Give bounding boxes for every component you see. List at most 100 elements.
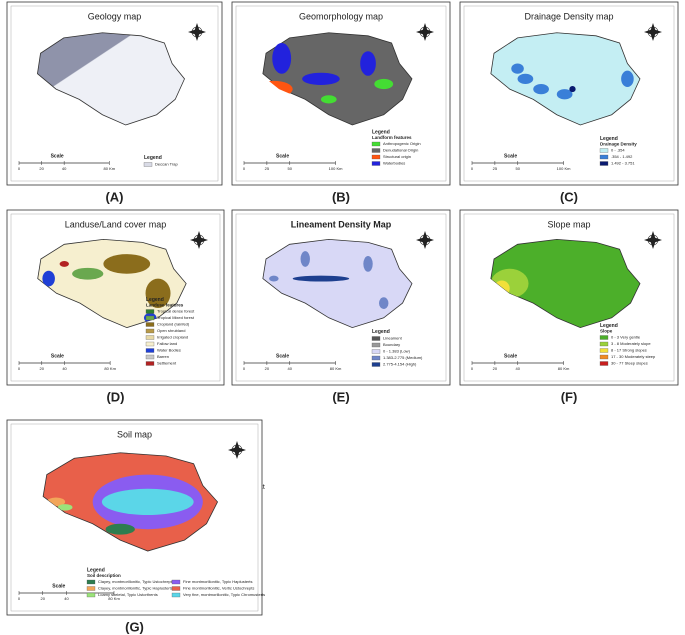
panel-inner-frame (463, 5, 675, 182)
map-feature (379, 297, 389, 309)
map-features (269, 251, 389, 309)
map-feature (533, 83, 549, 95)
north-arrow (228, 441, 246, 459)
scale-label: 0 (243, 366, 246, 371)
north-arrow (416, 23, 434, 41)
scale-label: 80 Km (558, 366, 570, 371)
legend-swatch (171, 586, 181, 591)
map-feature (300, 251, 310, 267)
legend-label: 0 - .354 (611, 148, 625, 153)
map-area (33, 28, 188, 130)
scale-label: 40 (516, 366, 521, 371)
scale-label: 20 (265, 366, 270, 371)
scale-title: Scale (276, 353, 289, 359)
legend-subtitle: Landform features (372, 135, 412, 140)
map-area (33, 235, 189, 333)
legend-subtitle: Slope (600, 329, 613, 334)
legend-label: Lineament (383, 336, 403, 341)
scale-label: 40 (62, 366, 67, 371)
map-title: Drainage Density map (524, 11, 613, 21)
panel-label: (C) (560, 189, 578, 204)
region-boundary (263, 239, 412, 327)
panel-inner-frame (235, 5, 447, 182)
legend-label: 30 - 77 Steep slopes (611, 361, 648, 366)
scale-label: 0 (471, 166, 474, 171)
legend-label: Open shrubland (157, 328, 185, 333)
north-arrow (416, 231, 434, 249)
map-feature (103, 254, 151, 274)
legend-swatch (599, 354, 609, 360)
legend-swatch (86, 586, 96, 591)
legend-label: .354 - 1.492 (611, 154, 633, 159)
scale-title: Scale (276, 153, 289, 159)
panel-inner-frame (10, 423, 259, 612)
legend-title: Legend (600, 136, 618, 142)
legend-swatch (599, 161, 609, 166)
north-arrow (190, 231, 208, 249)
panel-inner-frame (463, 213, 675, 382)
legend-label: Barren (157, 354, 169, 359)
panel-frame (6, 419, 263, 616)
scale-label: 80 Km (330, 366, 342, 371)
legend-swatch (599, 335, 609, 340)
map-feature (363, 256, 373, 272)
map-area (38, 447, 222, 556)
map-feature (569, 86, 576, 93)
scale-label: 40 (288, 366, 293, 371)
map-feature (42, 270, 55, 287)
legend-label: 1.492 - 3.751 (611, 161, 635, 166)
legend-swatch (145, 341, 155, 347)
map-title: Slope map (547, 219, 590, 229)
legend-label: Denudational Origin (383, 148, 418, 153)
map-title: Soil map (117, 429, 152, 439)
legend-label: Tropical dense forest (157, 309, 195, 314)
map-feature (360, 51, 376, 76)
legend-swatch (171, 592, 181, 598)
map-feature (374, 78, 394, 90)
map-feature (292, 275, 350, 282)
map-title: Landuse/Land cover map (65, 219, 167, 229)
scale-title: Scale (504, 153, 517, 159)
map-panel: Landuse/Land cover map Scale 0 20 40 80 Km Leg… (7, 210, 224, 386)
scale-label: 40 (64, 596, 69, 601)
map-feature (105, 523, 135, 535)
legend-subtitle: Drainage Density (600, 142, 637, 147)
north-arrow-ring (231, 444, 243, 456)
north-arrow (188, 23, 206, 41)
scale-label: 80 Km (104, 166, 116, 171)
legend-label: Tropical Mixed forest (157, 315, 195, 320)
scale-label: 50 (516, 166, 521, 171)
region-boundary (491, 239, 640, 327)
scale-label: 0 (18, 596, 21, 601)
scale-label: 50 (288, 166, 293, 171)
scale-label: 100 Km (329, 166, 343, 171)
north-arrow (644, 231, 662, 249)
legend-swatch (145, 335, 155, 340)
legend-swatch (599, 348, 609, 353)
panel-label: (D) (106, 389, 124, 404)
legend-label: Clayey, montmorillonitic, Typic Ustochre… (98, 579, 174, 584)
scale-label: 20 (493, 366, 498, 371)
map-panel: Drainage Density map Scale 0 25 50 100 Km Lege… (460, 2, 678, 186)
north-arrow-ring (419, 26, 431, 38)
legend-label: 3 - 8 Moderately slope (611, 341, 651, 346)
map-panel: Geomorphology map Scale 0 25 50 100 Km LegendL… (232, 2, 450, 186)
legend-swatch (145, 322, 155, 327)
legend-subtitle: Soil description (87, 573, 121, 578)
legend-label: 0 - 3 Very gentle (611, 335, 641, 340)
legend-swatch (171, 579, 181, 585)
north-arrow-ring (419, 234, 431, 246)
legend-title: Legend (146, 297, 164, 303)
legend-swatch (599, 148, 609, 153)
map-area (486, 235, 643, 333)
map-title: Geomorphology map (299, 11, 383, 21)
legend-swatch (371, 336, 381, 341)
legend-label: Very fine, montmorillonitic, Typic Chrom… (183, 592, 265, 597)
legend-label: Fallow land (157, 341, 177, 346)
legend-label: Fine montmorillonitic, Typic Haplusterts (183, 579, 253, 584)
legend-label: 17 - 30 Moderately steep (611, 354, 656, 359)
legend-swatch (371, 148, 381, 153)
legend-label: 1.383-2.775 (Medium) (383, 355, 423, 360)
legend-swatch (599, 341, 609, 347)
